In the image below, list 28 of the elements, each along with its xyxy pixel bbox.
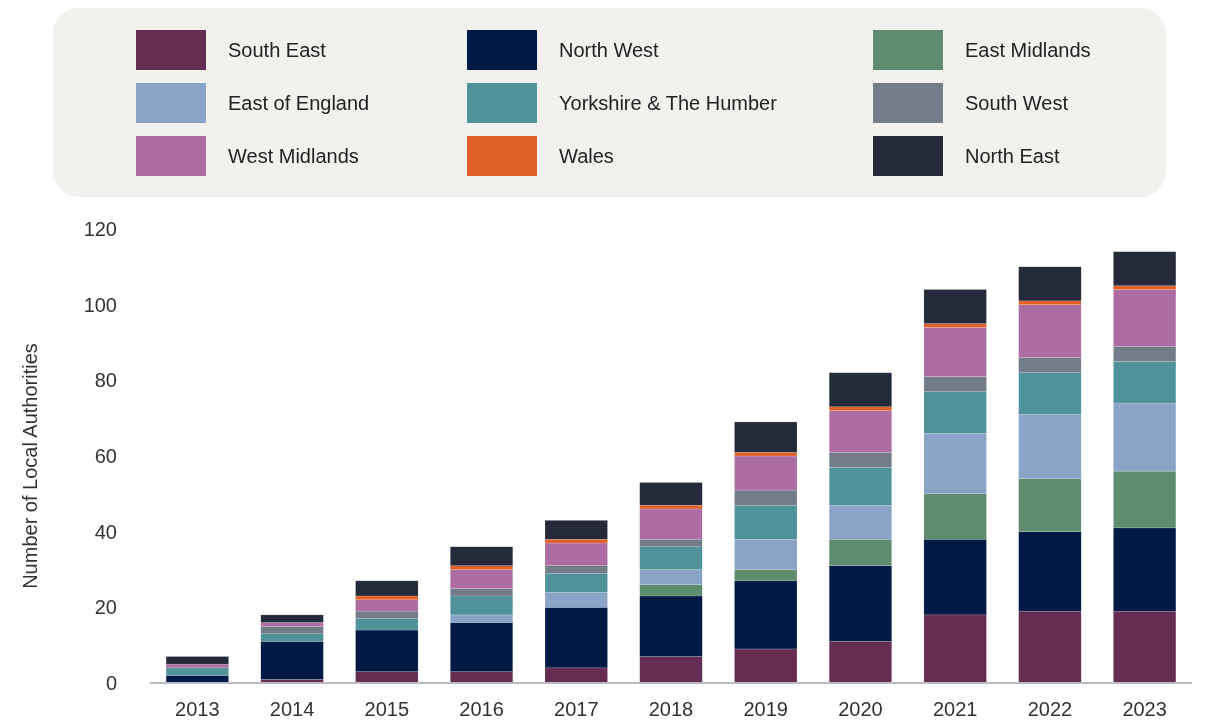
x-tick-label: 2023	[1122, 698, 1167, 720]
y-tick-label: 100	[83, 293, 117, 316]
x-tick-label: 2022	[1027, 698, 1073, 720]
x-tick-label: 2015	[364, 698, 410, 720]
legend-label: North West	[559, 39, 660, 61]
legend-label: West Midlands	[228, 145, 359, 167]
x-tick-label: 2017	[554, 698, 599, 720]
x-tick-label: 2013	[175, 698, 220, 720]
y-tick-label: 80	[94, 369, 117, 392]
x-tick-label: 2020	[838, 698, 883, 720]
legend-label: East Midlands	[965, 39, 1091, 61]
y-tick-label: 20	[94, 596, 117, 619]
y-axis-title: Number of Local Authorities	[19, 343, 41, 589]
legend-label: South East	[228, 39, 327, 61]
x-tick-label: 2016	[459, 698, 504, 720]
x-tick-label: 2021	[932, 698, 978, 720]
y-tick-label: 40	[94, 520, 117, 543]
legend-label: Yorkshire & The Humber	[559, 92, 778, 114]
y-tick-label: 120	[83, 218, 117, 240]
legend-label: Wales	[559, 145, 614, 167]
x-tick-label: 2019	[743, 698, 788, 720]
x-tick-label: 2014	[269, 698, 315, 720]
legend-label: East of England	[228, 92, 370, 114]
legend-label: South West	[965, 92, 1069, 114]
x-tick-label: 2018	[648, 698, 694, 720]
y-tick-label: 60	[94, 445, 117, 467]
y-tick-label: 0	[105, 672, 117, 694]
legend-label: North East	[965, 145, 1060, 167]
